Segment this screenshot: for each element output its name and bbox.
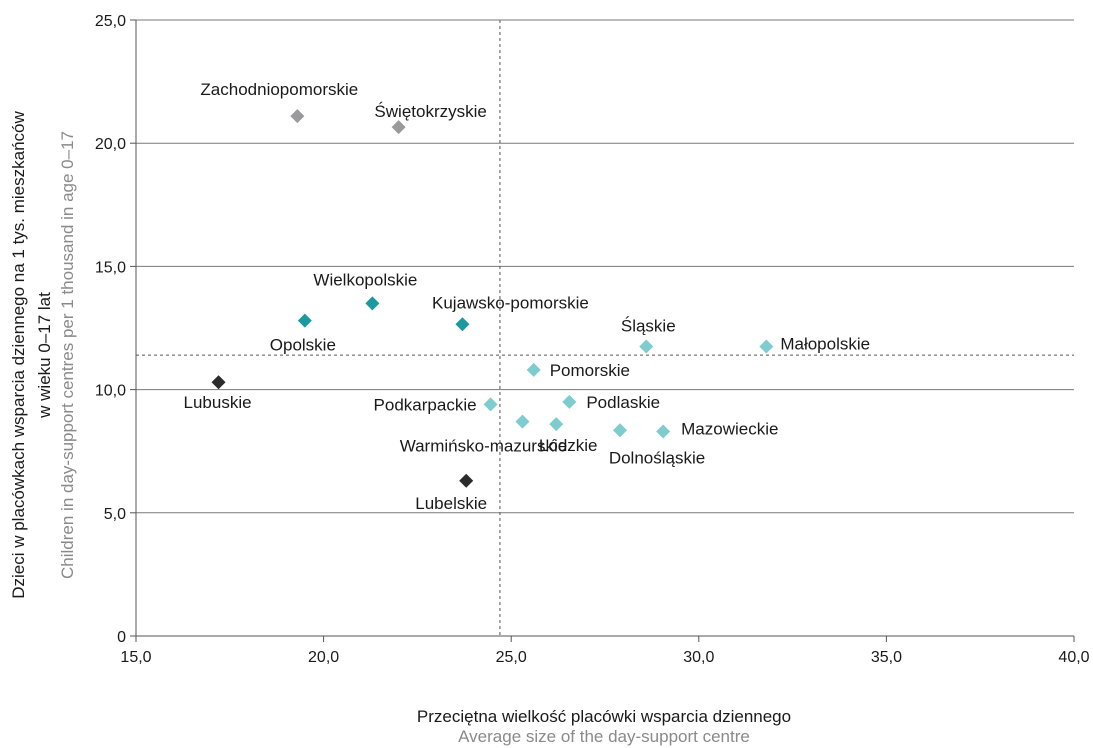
point-label: Wielkopolskie bbox=[313, 270, 417, 289]
y-axis-title-line1: Dzieci w placówkach wsparcia dziennego n… bbox=[9, 111, 28, 599]
point-label: Łódzkie bbox=[539, 436, 598, 455]
data-point bbox=[613, 423, 628, 438]
data-point bbox=[455, 317, 470, 332]
point-label: Mazowieckie bbox=[681, 419, 778, 438]
data-point bbox=[365, 296, 380, 311]
data-point bbox=[759, 339, 774, 354]
y-tick-label: 20,0 bbox=[95, 136, 126, 153]
data-point bbox=[549, 417, 564, 432]
point-label: Zachodniopomorskie bbox=[200, 80, 358, 99]
point-label: Podkarpackie bbox=[374, 395, 477, 414]
x-tick-label: 30,0 bbox=[683, 649, 714, 666]
y-tick-label: 10,0 bbox=[95, 383, 126, 400]
point-label: Podlaskie bbox=[586, 393, 660, 412]
x-tick-label: 20,0 bbox=[308, 649, 339, 666]
data-points bbox=[211, 109, 774, 488]
x-tick-labels: 15,0 20,0 25,0 30,0 35,0 40,0 bbox=[120, 649, 1089, 666]
x-tick-label: 15,0 bbox=[120, 649, 151, 666]
point-label: Lubuskie bbox=[184, 393, 252, 412]
point-label: Świętokrzyskie bbox=[374, 102, 486, 121]
x-axis-subtitle: Average size of the day-support centre bbox=[458, 727, 750, 746]
x-tick-label: 35,0 bbox=[871, 649, 902, 666]
point-label: Opolskie bbox=[270, 336, 336, 355]
y-axis-subtitle: Children in day-support centres per 1 th… bbox=[58, 131, 77, 579]
data-point bbox=[483, 397, 498, 412]
y-tick-label: 25,0 bbox=[95, 13, 126, 30]
data-point bbox=[639, 339, 654, 354]
data-point bbox=[526, 362, 541, 377]
data-point bbox=[562, 394, 577, 409]
point-label: Pomorskie bbox=[550, 361, 630, 380]
y-tick-labels: 0 5,0 10,0 15,0 20,0 25,0 bbox=[95, 13, 126, 646]
point-label: Lubelskie bbox=[415, 494, 487, 513]
x-tick-label: 40,0 bbox=[1058, 649, 1089, 666]
y-tick-label: 15,0 bbox=[95, 259, 126, 276]
point-label: Kujawsko-pomorskie bbox=[432, 293, 589, 312]
data-point bbox=[656, 424, 671, 439]
data-point bbox=[290, 109, 305, 124]
point-label: Małopolskie bbox=[780, 334, 870, 353]
data-point bbox=[391, 120, 406, 135]
point-labels: Zachodniopomorskie Świętokrzyskie Wielkopo… bbox=[184, 80, 871, 513]
y-axis-title-line2: w wieku 0–17 lat bbox=[35, 292, 54, 419]
y-tick-label: 0 bbox=[117, 629, 126, 646]
y-tick-label: 5,0 bbox=[104, 506, 126, 523]
point-label: Śląskie bbox=[621, 316, 676, 335]
reference-lines bbox=[136, 20, 1074, 636]
axes bbox=[130, 19, 1075, 642]
data-point bbox=[515, 414, 530, 429]
x-tick-label: 25,0 bbox=[496, 649, 527, 666]
point-label: Dolnośląskie bbox=[609, 448, 705, 467]
data-point bbox=[459, 473, 474, 488]
grid-lines bbox=[136, 19, 1074, 514]
data-point bbox=[211, 375, 226, 390]
point-label: Warmińsko-mazurskie bbox=[400, 437, 568, 456]
data-point bbox=[297, 313, 312, 328]
x-axis-title: Przeciętna wielkość placówki wsparcia dz… bbox=[417, 707, 791, 726]
